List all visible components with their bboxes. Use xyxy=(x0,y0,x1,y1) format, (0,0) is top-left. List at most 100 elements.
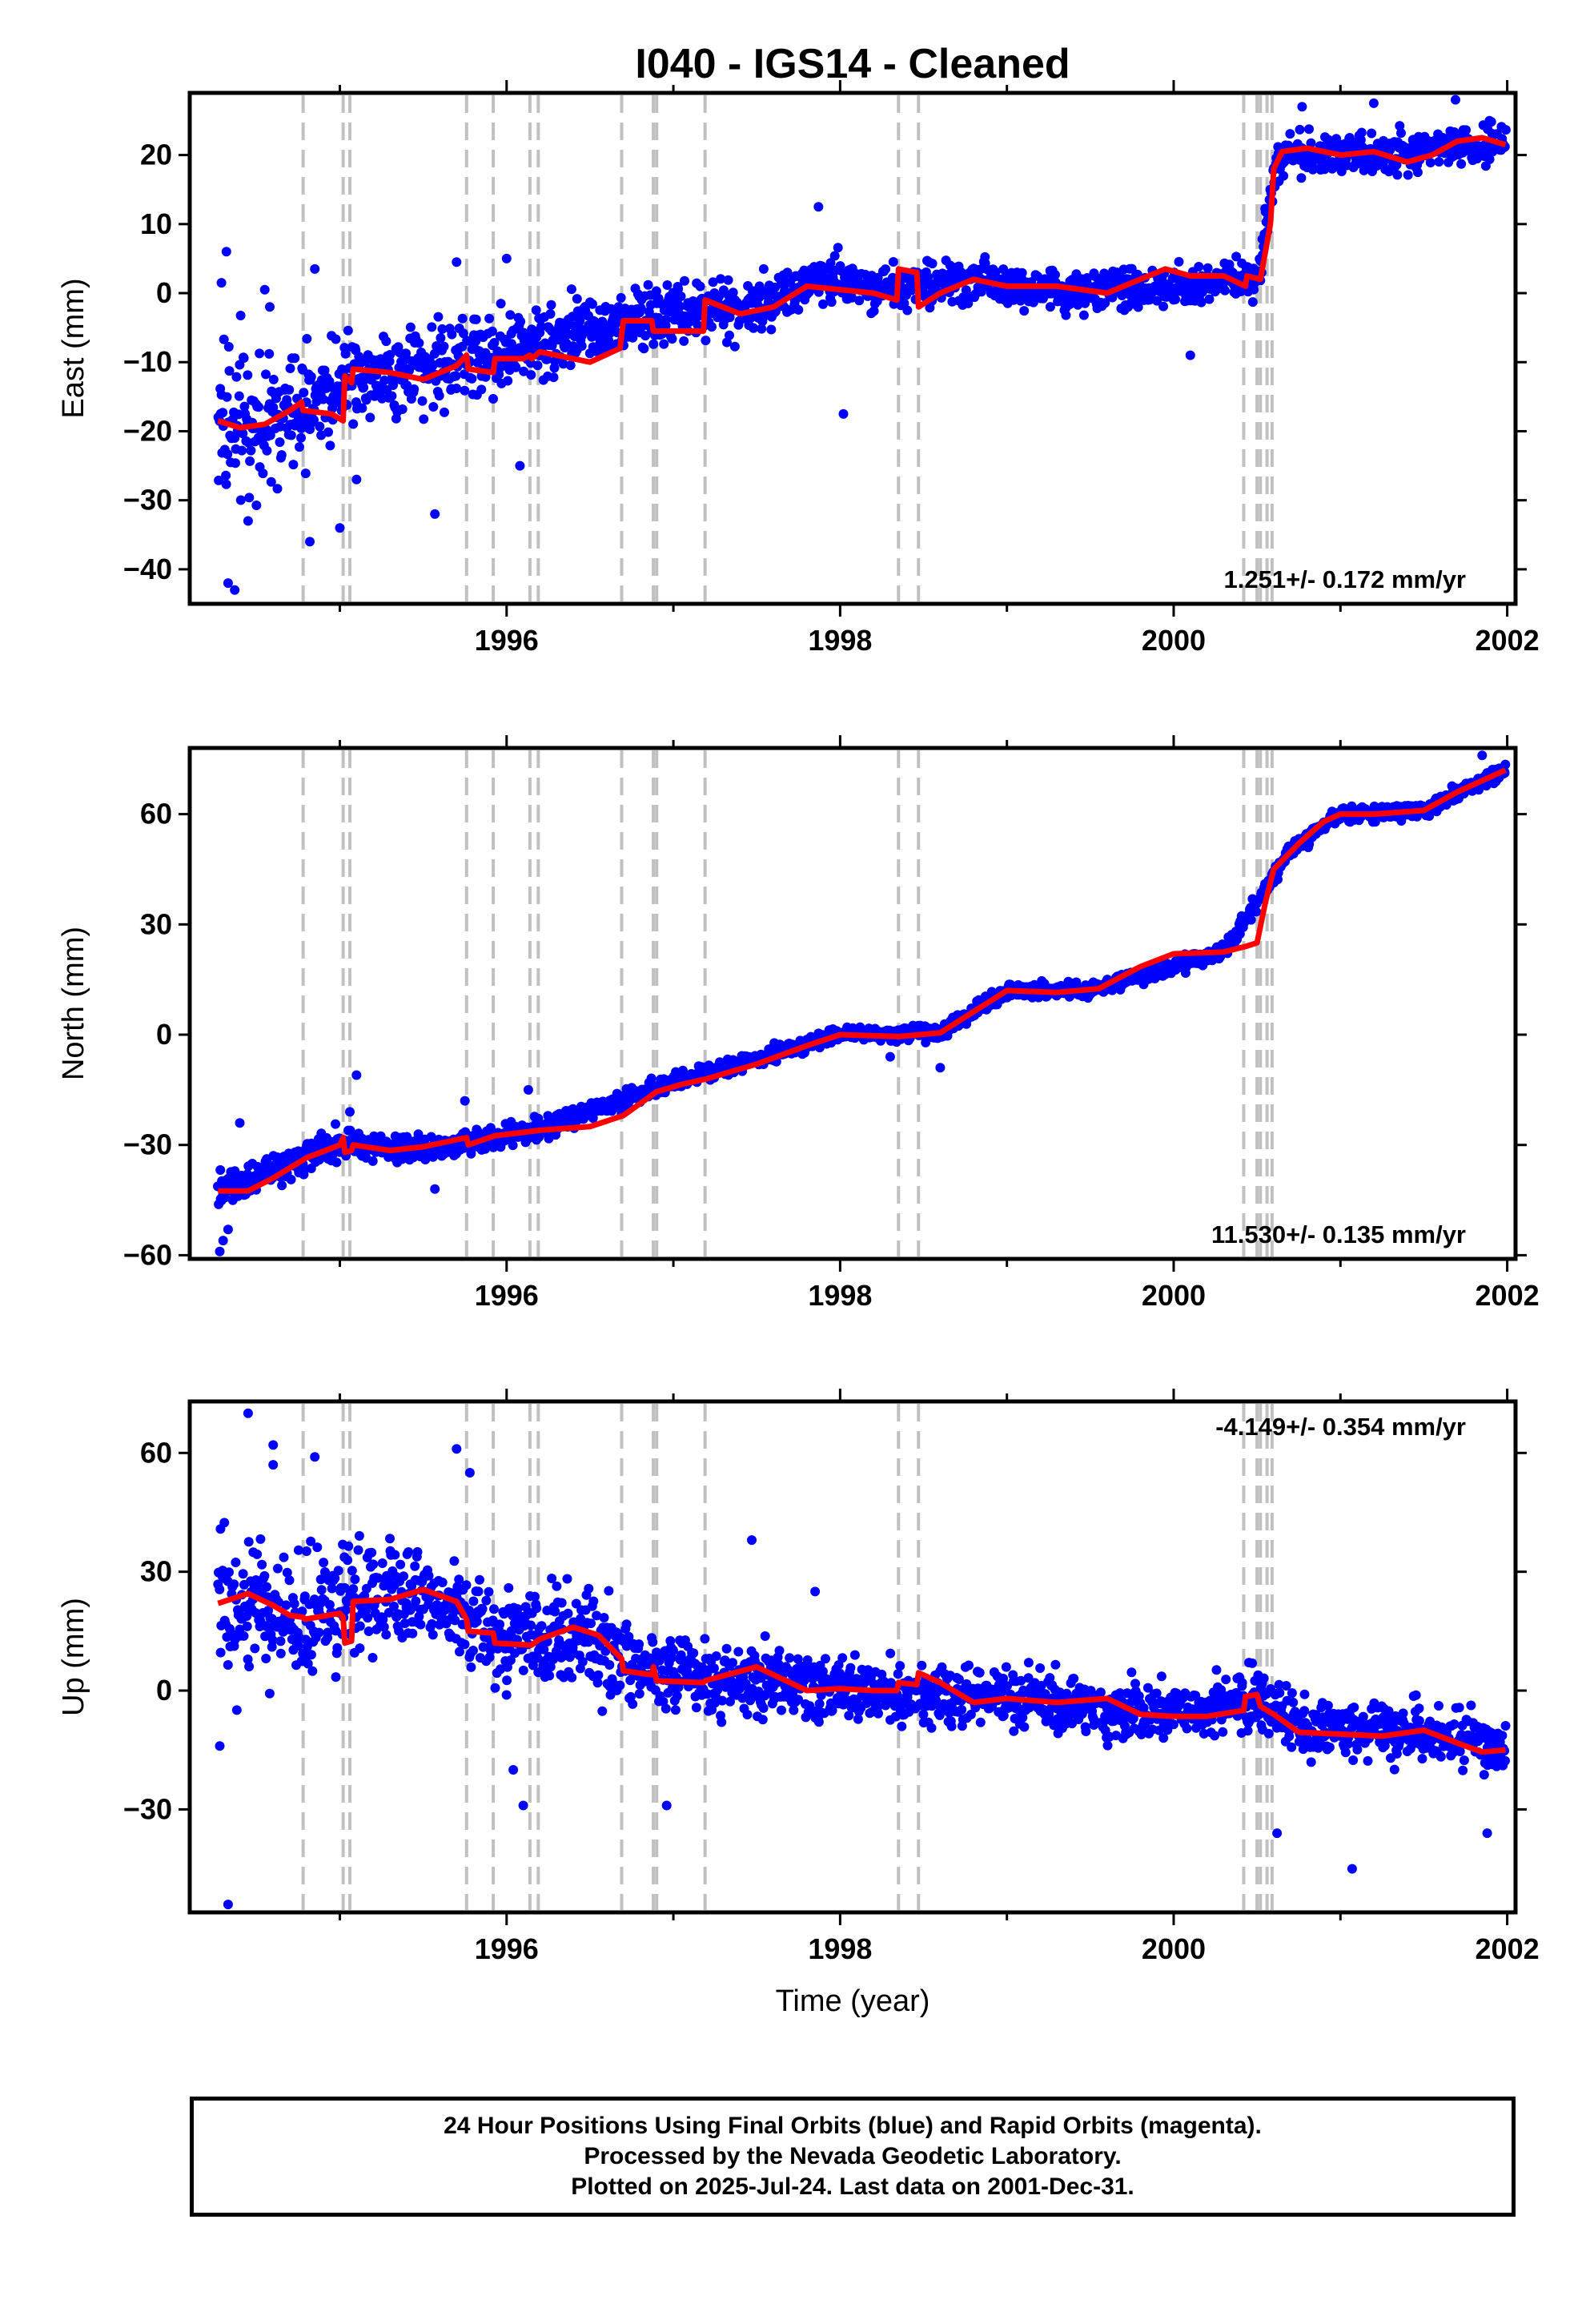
east-data-point xyxy=(708,277,718,287)
up-data-point xyxy=(588,1596,599,1606)
east-data-point xyxy=(531,305,541,316)
east-data-point xyxy=(409,384,420,394)
up-data-point xyxy=(634,1639,644,1650)
east-data-point xyxy=(427,322,437,332)
east-data-point xyxy=(1403,170,1413,180)
north-data-point xyxy=(508,1140,518,1151)
east-data-point xyxy=(847,292,857,303)
north-ytick-label: −30 xyxy=(123,1128,172,1161)
east-data-point xyxy=(440,407,449,417)
up-data-point xyxy=(700,1634,710,1644)
east-data-point xyxy=(605,328,616,338)
east-data-point xyxy=(532,360,543,371)
north-outlier-point xyxy=(235,1118,245,1128)
east-data-point xyxy=(1133,302,1143,312)
east-data-point xyxy=(825,258,836,268)
east-data-point xyxy=(793,304,804,315)
east-data-point xyxy=(1425,158,1435,167)
up-data-point xyxy=(628,1699,638,1709)
east-data-point xyxy=(659,339,669,349)
east-ytick-label: −10 xyxy=(123,345,172,378)
east-data-point xyxy=(496,299,506,309)
east-data-point xyxy=(387,391,397,401)
east-data-point xyxy=(833,243,843,253)
east-data-point xyxy=(231,458,240,468)
east-data-point xyxy=(494,364,504,374)
east-data-point xyxy=(566,284,576,295)
north-outlier-point xyxy=(523,1084,533,1095)
up-data-point xyxy=(758,1703,769,1713)
north-outlier-point xyxy=(885,1051,895,1062)
up-data-point xyxy=(354,1530,364,1541)
east-data-point xyxy=(484,313,495,324)
east-outlier-point xyxy=(1451,94,1460,105)
east-data-point xyxy=(1296,173,1307,183)
up-data-point xyxy=(242,1621,252,1631)
up-data-point xyxy=(721,1643,732,1654)
up-data-point xyxy=(789,1705,799,1715)
east-data-point xyxy=(489,338,500,348)
up-data-point xyxy=(410,1561,420,1571)
east-data-point xyxy=(451,371,461,381)
up-data-point xyxy=(243,1537,254,1547)
east-data-point xyxy=(318,394,328,404)
east-data-point xyxy=(235,495,246,505)
east-data-point xyxy=(757,324,767,334)
up-data-point xyxy=(343,1555,353,1566)
east-data-point xyxy=(1099,268,1110,279)
east-data-point xyxy=(286,430,296,440)
east-data-point xyxy=(766,324,777,335)
east-data-point xyxy=(264,348,275,359)
east-data-point xyxy=(428,402,439,412)
east-data-point xyxy=(1279,171,1289,181)
up-data-point xyxy=(289,1598,299,1609)
east-data-point xyxy=(343,325,353,336)
east-data-point xyxy=(695,281,705,292)
east-data-point xyxy=(460,385,470,396)
east-data-point xyxy=(1045,302,1055,312)
east-data-point xyxy=(675,301,685,312)
east-data-point xyxy=(219,334,229,344)
east-xtick-label: 2002 xyxy=(1476,624,1540,657)
east-data-point xyxy=(385,350,396,360)
east-data-point xyxy=(218,408,228,418)
east-data-point xyxy=(588,299,597,309)
up-data-point xyxy=(615,1680,625,1691)
east-outlier-point xyxy=(223,578,233,589)
up-data-point xyxy=(252,1549,263,1559)
up-data-point xyxy=(279,1552,289,1562)
up-data-point xyxy=(661,1703,671,1714)
up-data-point xyxy=(327,1583,337,1594)
east-data-point xyxy=(729,341,740,352)
east-data-point xyxy=(452,384,462,393)
east-outlier-point xyxy=(501,253,512,263)
east-data-point xyxy=(239,353,249,363)
east-data-point xyxy=(235,311,246,320)
up-data-point xyxy=(785,1653,795,1663)
east-data-point xyxy=(457,313,468,324)
east-data-point xyxy=(519,366,529,376)
east-data-point xyxy=(254,402,263,412)
up-data-point xyxy=(475,1574,484,1585)
east-data-point xyxy=(1100,298,1110,308)
north-outlier-point xyxy=(351,1070,362,1080)
east-xtick-label: 1996 xyxy=(475,624,539,657)
north-rate-label: 11.530+/- 0.135 mm/yr xyxy=(1211,1220,1466,1248)
east-outlier-point xyxy=(1368,98,1379,108)
east-data-point xyxy=(268,374,279,384)
up-data-point xyxy=(239,1630,249,1641)
east-data-point xyxy=(221,479,231,489)
up-data-point xyxy=(224,1567,234,1578)
up-data-point xyxy=(648,1637,658,1647)
east-outlier-point xyxy=(310,263,320,274)
up-data-point xyxy=(536,1621,547,1631)
north-data-point xyxy=(413,1129,424,1140)
east-data-point xyxy=(272,484,283,494)
east-data-point xyxy=(725,330,734,340)
up-data-point xyxy=(381,1630,391,1640)
up-data-point xyxy=(333,1566,343,1576)
north-data-point xyxy=(1500,759,1511,770)
east-outlier-point xyxy=(351,474,362,485)
east-data-point xyxy=(300,468,311,479)
east-data-point xyxy=(258,468,268,479)
